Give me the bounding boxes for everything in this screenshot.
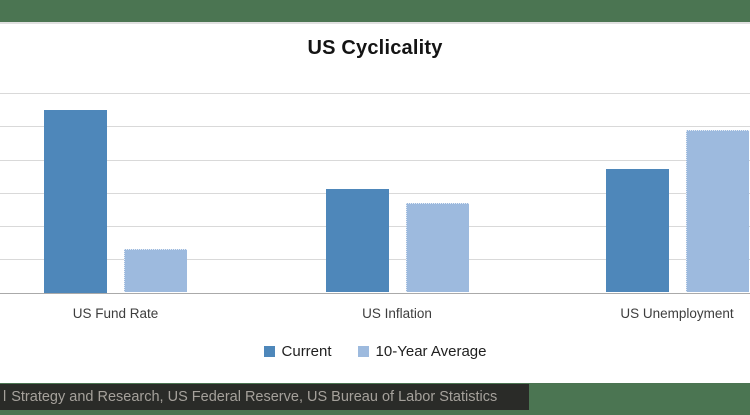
legend-item-current: Current	[263, 343, 332, 360]
x-axis-line	[0, 292, 750, 294]
bar-10-year-average-us-inflation	[405, 202, 469, 293]
legend: Current 10-Year Average	[0, 343, 750, 360]
category-label-us-unemployment: US Unemployment	[620, 306, 734, 321]
gridline	[0, 126, 750, 128]
chart-title: US Cyclicality	[307, 37, 443, 59]
legend-label: Current	[281, 343, 332, 360]
gridline	[0, 159, 750, 161]
header-band	[0, 0, 750, 24]
bar-10-year-average-us-unemployment	[685, 129, 749, 293]
bar-current-us-fund-rate	[44, 109, 107, 293]
clipped-letter: l	[3, 389, 7, 405]
bar-current-us-inflation	[325, 189, 389, 293]
category-label-us-fund-rate: US Fund Rate	[72, 306, 159, 321]
footer-band: l Strategy and Research, US Federal Rese…	[0, 383, 750, 415]
legend-label: 10-Year Average	[375, 343, 487, 360]
source-text: Strategy and Research, US Federal Reserv…	[11, 389, 498, 405]
legend-swatch-icon	[263, 346, 275, 357]
bar-10-year-average-us-fund-rate	[124, 249, 187, 293]
legend-swatch-icon	[357, 346, 369, 357]
gridline	[0, 93, 750, 94]
source-box: l Strategy and Research, US Federal Rese…	[0, 384, 529, 410]
category-label-us-inflation: US Inflation	[362, 306, 432, 321]
bar-current-us-unemployment	[605, 169, 669, 293]
legend-item-10-year-average: 10-Year Average	[357, 343, 487, 360]
